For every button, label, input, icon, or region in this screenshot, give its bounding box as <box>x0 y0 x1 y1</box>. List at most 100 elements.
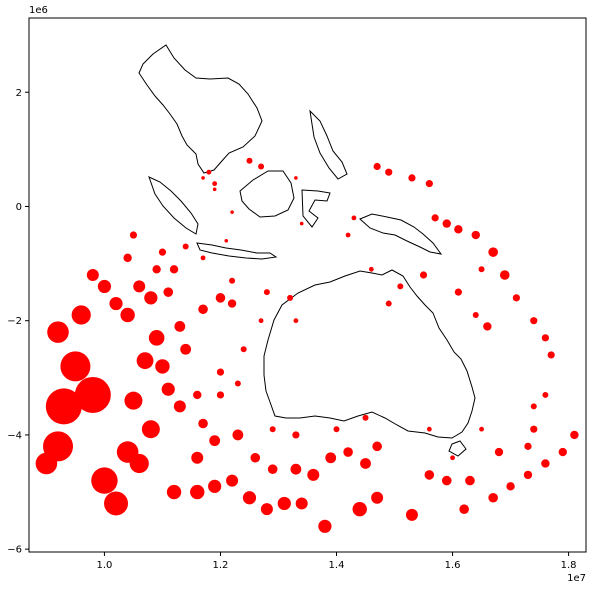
point-36 <box>405 508 418 521</box>
point-71 <box>459 504 469 514</box>
point-87 <box>471 230 480 240</box>
point-126 <box>201 176 205 180</box>
point-75 <box>558 447 567 457</box>
point-51 <box>163 287 174 297</box>
point-21 <box>86 269 99 282</box>
point-107 <box>258 163 265 170</box>
point-1 <box>74 376 111 413</box>
point-67 <box>441 475 452 486</box>
point-46 <box>209 435 221 447</box>
point-80 <box>542 391 549 398</box>
point-116 <box>258 318 264 324</box>
x-tick-label-2: 1.4 <box>329 560 345 571</box>
x-tick-label-4: 1.8 <box>561 560 577 571</box>
point-69 <box>488 492 498 503</box>
point-120 <box>351 215 357 221</box>
point-22 <box>161 382 175 396</box>
point-4 <box>91 467 118 494</box>
point-10 <box>129 453 149 474</box>
x-tick-label-1: 1.2 <box>213 560 229 571</box>
point-106 <box>479 426 484 432</box>
tasmania-outline <box>448 440 467 457</box>
point-73 <box>523 470 533 480</box>
point-102 <box>362 414 369 421</box>
point-83 <box>530 317 538 325</box>
point-20 <box>97 279 112 294</box>
point-117 <box>293 318 299 324</box>
point-109 <box>206 169 212 175</box>
point-81 <box>547 351 555 359</box>
sulawesi-outline <box>301 189 331 228</box>
point-125 <box>212 187 217 192</box>
point-63 <box>234 380 241 387</box>
point-90 <box>442 219 451 228</box>
australia-outline <box>263 269 476 439</box>
point-77 <box>524 442 532 450</box>
y-tick-label-1: −4 <box>7 430 22 441</box>
point-105 <box>450 455 455 461</box>
y-tick-label-2: −2 <box>7 316 22 327</box>
point-17 <box>109 296 123 311</box>
point-64 <box>292 431 300 439</box>
point-98 <box>373 162 381 171</box>
point-41 <box>360 458 371 469</box>
point-58 <box>227 299 237 308</box>
x-offset-label: 1e7 <box>567 573 586 584</box>
point-76 <box>570 430 579 440</box>
point-110 <box>212 181 218 187</box>
mainland-asia-outline <box>138 44 263 174</box>
point-104 <box>426 426 432 432</box>
point-13 <box>136 352 154 370</box>
point-47 <box>198 418 208 429</box>
point-61 <box>216 391 225 399</box>
point-112 <box>200 255 206 261</box>
point-26 <box>166 484 182 500</box>
point-79 <box>530 403 537 410</box>
point-31 <box>277 496 291 511</box>
point-119 <box>345 232 351 238</box>
point-27 <box>208 479 222 493</box>
borneo-outline <box>239 170 295 218</box>
point-19 <box>133 280 146 293</box>
point-16 <box>120 307 135 323</box>
point-82 <box>541 334 549 342</box>
java-outline <box>196 242 278 260</box>
point-0 <box>45 388 82 425</box>
point-50 <box>198 304 208 315</box>
point-72 <box>494 447 504 457</box>
point-94 <box>419 271 428 279</box>
point-23 <box>173 400 186 413</box>
point-89 <box>431 214 439 222</box>
point-121 <box>299 221 304 226</box>
point-122 <box>294 176 298 180</box>
point-113 <box>229 277 236 284</box>
point-5 <box>104 491 129 516</box>
point-54 <box>123 253 132 263</box>
y-offset-label: 1e6 <box>29 5 48 16</box>
point-59 <box>240 346 247 353</box>
point-38 <box>307 468 320 481</box>
point-100 <box>397 283 404 290</box>
point-18 <box>144 291 158 305</box>
point-85 <box>499 270 510 280</box>
sumatra-outline <box>148 176 199 235</box>
point-12 <box>124 391 143 410</box>
point-28 <box>226 474 239 487</box>
point-96 <box>425 180 433 188</box>
point-44 <box>267 464 278 474</box>
points-layer <box>35 157 579 533</box>
point-62 <box>216 368 225 376</box>
point-56 <box>158 248 167 256</box>
point-7 <box>47 321 69 343</box>
point-24 <box>191 451 204 464</box>
point-8 <box>71 305 91 325</box>
plot-frame <box>28 17 587 553</box>
y-tick-label-4: 2 <box>16 88 22 99</box>
x-tick-label-3: 1.6 <box>445 560 461 571</box>
point-11 <box>141 420 160 439</box>
y-tick-label-0: −6 <box>7 545 22 556</box>
point-48 <box>180 343 192 355</box>
point-108 <box>246 157 253 164</box>
y-tick-label-3: 0 <box>16 202 22 213</box>
